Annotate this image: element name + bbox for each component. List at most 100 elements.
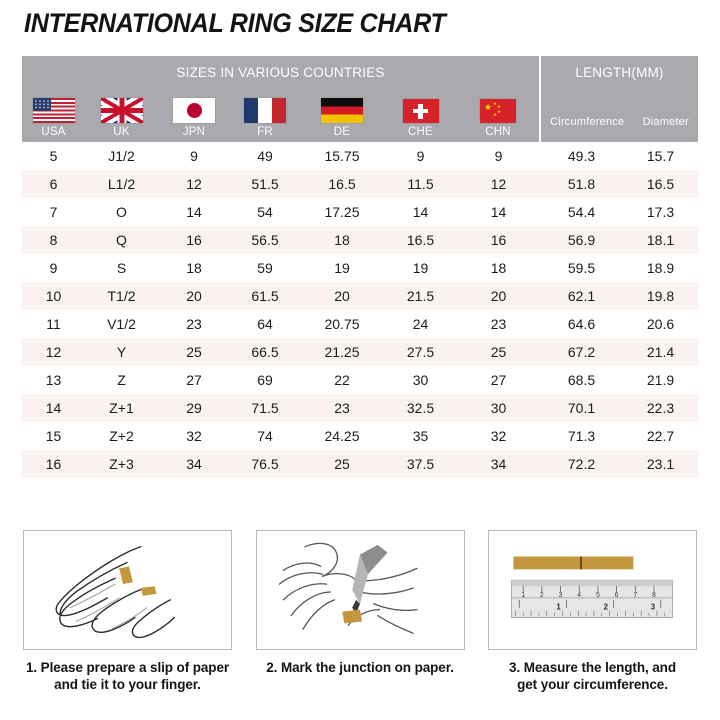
step-1-illustration-box [23,530,232,650]
cell-fr: 74 [230,422,300,450]
cell-uk: J1/2 [85,142,158,170]
header-label-jpn: JPN [182,126,206,138]
cell-che: 14 [384,198,457,226]
cell-che: 37.5 [384,450,457,478]
cell-de: 18 [300,226,384,254]
instructions-section: 1. Please prepare a slip of paper and ti… [22,530,698,693]
cell-jpn: 25 [158,338,230,366]
cell-de: 19 [300,254,384,282]
cell-jpn: 14 [158,198,230,226]
cell-fr: 61.5 [230,282,300,310]
header-label-usa: USA [41,126,66,138]
step-2-illustration-box [255,530,465,650]
cell-chn: 14 [457,198,540,226]
svg-text:3: 3 [651,603,656,612]
cell-fr: 69 [230,366,300,394]
cell-jpn: 9 [158,142,230,170]
cell-uk: Z+2 [85,422,158,450]
cell-fr: 56.5 [230,226,300,254]
cell-fr: 59 [230,254,300,282]
cell-diameter: 19.8 [623,282,698,310]
flag-germany-icon [321,98,363,123]
cell-fr: 76.5 [230,450,300,478]
header-col-uk: UK [85,88,158,142]
cell-chn: 34 [457,450,540,478]
paper-strip-and-ruler-illustration: 1 2 3 4 5 6 7 8 1 2 3 [510,556,674,618]
flag-france-icon [244,98,286,123]
table-header: SIZES IN VARIOUS COUNTRIES LENGTH(MM) US… [22,56,698,142]
table-row: 13 Z 27 69 22 30 27 68.5 21.9 [22,366,698,394]
cell-fr: 51.5 [230,170,300,198]
cell-de: 16.5 [300,170,384,198]
paper-strip-mark [341,609,362,624]
header-group-length: LENGTH(MM) [540,56,698,88]
cell-circumference: 62.1 [540,282,623,310]
flag-switzerland-icon [402,99,439,123]
cell-circumference: 56.9 [540,226,623,254]
table-row: 12 Y 25 66.5 21.25 27.5 25 67.2 21.4 [22,338,698,366]
cell-usa: 15 [22,422,85,450]
header-col-jpn: JPN [158,88,230,142]
cell-che: 19 [384,254,457,282]
cell-uk: Q [85,226,158,254]
header-col-usa: USA [22,88,85,142]
cell-che: 11.5 [384,170,457,198]
cell-chn: 9 [457,142,540,170]
cell-usa: 8 [22,226,85,254]
hand-with-paper-strip-illustration [55,546,175,639]
cell-de: 23 [300,394,384,422]
flag-uk-icon [100,98,143,123]
cell-usa: 9 [22,254,85,282]
svg-text:3: 3 [559,592,563,599]
cell-diameter: 21.9 [623,366,698,394]
table-row: 14 Z+1 29 71.5 23 32.5 30 70.1 22.3 [22,394,698,422]
cell-diameter: 21.4 [623,338,698,366]
table-row: 7 O 14 54 17.25 14 14 54.4 17.3 [22,198,698,226]
cell-de: 22 [300,366,384,394]
table-row: 15 Z+2 32 74 24.25 35 32 71.3 22.7 [22,422,698,450]
cell-che: 35 [384,422,457,450]
ruler: 1 2 3 4 5 6 7 8 1 2 3 [510,579,674,618]
cell-circumference: 72.2 [540,450,623,478]
svg-text:1: 1 [556,603,561,612]
header-label-de: DE [333,126,351,138]
flag-japan-icon [173,98,215,123]
cell-circumference: 54.4 [540,198,623,226]
cell-circumference: 59.5 [540,254,623,282]
cell-chn: 32 [457,422,540,450]
table-row: 11 V1/2 23 64 20.75 24 23 64.6 20.6 [22,310,698,338]
cell-de: 20.75 [300,310,384,338]
cell-uk: Z [85,366,158,394]
svg-text:1: 1 [521,592,525,599]
table-row: 10 T1/2 20 61.5 20 21.5 20 62.1 19.8 [22,282,698,310]
cell-uk: T1/2 [85,282,158,310]
cell-che: 27.5 [384,338,457,366]
cell-diameter: 22.3 [623,394,698,422]
cell-circumference: 49.3 [540,142,623,170]
cell-jpn: 12 [158,170,230,198]
cell-usa: 16 [22,450,85,478]
svg-text:2: 2 [604,603,609,612]
cell-circumference: 67.2 [540,338,623,366]
cell-uk: V1/2 [85,310,158,338]
cell-circumference: 64.6 [540,310,623,338]
header-label-diameter: Diameter [642,116,689,128]
cell-jpn: 20 [158,282,230,310]
header-col-de: DE [300,88,384,142]
svg-text:5: 5 [596,592,600,599]
instruction-step-2: 2. Mark the junction on paper. [255,530,466,693]
cell-usa: 11 [22,310,85,338]
cell-diameter: 20.6 [623,310,698,338]
table-row: 16 Z+3 34 76.5 25 37.5 34 72.2 23.1 [22,450,698,478]
cell-che: 24 [384,310,457,338]
step-1-caption-line-2: and tie it to your finger. [54,677,201,692]
ring-size-table: SIZES IN VARIOUS COUNTRIES LENGTH(MM) US… [22,56,698,478]
pen-icon [351,544,388,614]
cell-jpn: 34 [158,450,230,478]
header-label-chn: CHN [485,126,511,138]
page-title: INTERNATIONAL RING SIZE CHART [24,8,446,38]
flag-usa-icon [32,98,75,123]
cell-diameter: 17.3 [623,198,698,226]
hand-marking-paper-with-pen-illustration [278,542,418,634]
cell-de: 21.25 [300,338,384,366]
